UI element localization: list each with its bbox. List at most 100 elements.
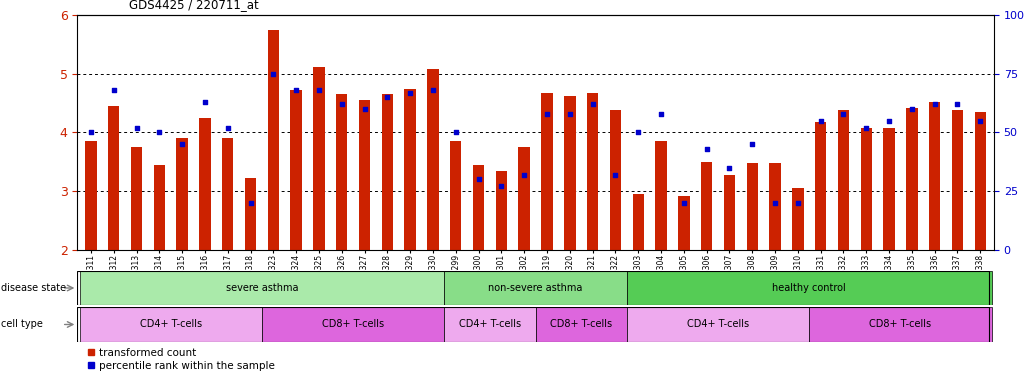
Point bbox=[197, 99, 213, 105]
Point bbox=[766, 200, 783, 206]
Bar bbox=[536, 307, 627, 342]
Point bbox=[288, 87, 305, 93]
Text: CD4+ T-cells: CD4+ T-cells bbox=[687, 319, 749, 329]
Bar bbox=[792, 188, 803, 250]
Text: severe asthma: severe asthma bbox=[226, 283, 299, 293]
Point bbox=[379, 94, 396, 101]
Legend: transformed count, percentile rank within the sample: transformed count, percentile rank withi… bbox=[82, 344, 279, 375]
Point bbox=[82, 129, 99, 136]
Bar bbox=[952, 110, 963, 250]
Bar bbox=[176, 138, 187, 250]
Point bbox=[219, 125, 236, 131]
Bar bbox=[627, 271, 992, 305]
Bar bbox=[382, 94, 393, 250]
Point bbox=[334, 101, 350, 108]
Point bbox=[790, 200, 806, 206]
Text: disease state: disease state bbox=[1, 283, 66, 293]
Point bbox=[311, 87, 328, 93]
Bar bbox=[495, 170, 507, 250]
Bar bbox=[632, 194, 644, 250]
Bar bbox=[262, 307, 444, 342]
Bar bbox=[450, 141, 461, 250]
Text: cell type: cell type bbox=[1, 319, 43, 329]
Bar bbox=[444, 307, 536, 342]
Bar bbox=[79, 307, 262, 342]
Bar bbox=[358, 100, 370, 250]
Bar bbox=[79, 271, 444, 305]
Point bbox=[744, 141, 760, 147]
Point bbox=[721, 165, 737, 171]
Point bbox=[653, 111, 670, 117]
Bar bbox=[542, 93, 553, 250]
Bar bbox=[518, 147, 529, 250]
Point bbox=[448, 129, 465, 136]
Bar bbox=[974, 112, 986, 250]
Bar bbox=[444, 271, 627, 305]
Bar bbox=[199, 118, 211, 250]
Bar bbox=[929, 102, 940, 250]
Text: CD8+ T-cells: CD8+ T-cells bbox=[550, 319, 612, 329]
Point bbox=[698, 146, 715, 152]
Bar bbox=[627, 307, 810, 342]
Point bbox=[471, 176, 487, 182]
Text: CD4+ T-cells: CD4+ T-cells bbox=[459, 319, 521, 329]
Bar bbox=[405, 89, 416, 250]
Bar bbox=[769, 163, 781, 250]
Point bbox=[835, 111, 852, 117]
Bar bbox=[313, 67, 324, 250]
Bar bbox=[131, 147, 142, 250]
Point bbox=[630, 129, 647, 136]
Point bbox=[561, 111, 578, 117]
Bar bbox=[245, 178, 256, 250]
Bar bbox=[336, 94, 347, 250]
Bar bbox=[153, 165, 165, 250]
Point bbox=[493, 183, 510, 189]
Point bbox=[516, 172, 533, 178]
Bar bbox=[427, 69, 439, 250]
Bar bbox=[85, 141, 97, 250]
Point bbox=[972, 118, 989, 124]
Text: CD4+ T-cells: CD4+ T-cells bbox=[140, 319, 202, 329]
Bar bbox=[655, 141, 666, 250]
Bar bbox=[815, 122, 826, 250]
Bar bbox=[860, 128, 872, 250]
Point bbox=[356, 106, 373, 112]
Bar bbox=[810, 307, 992, 342]
Bar bbox=[906, 108, 918, 250]
Text: non-severe asthma: non-severe asthma bbox=[488, 283, 583, 293]
Point bbox=[265, 71, 281, 77]
Point bbox=[676, 200, 692, 206]
Bar bbox=[473, 165, 484, 250]
Bar bbox=[222, 138, 234, 250]
Text: CD8+ T-cells: CD8+ T-cells bbox=[322, 319, 384, 329]
Point bbox=[813, 118, 829, 124]
Text: healthy control: healthy control bbox=[772, 283, 846, 293]
Point bbox=[105, 87, 122, 93]
Point bbox=[129, 125, 145, 131]
Bar bbox=[610, 110, 621, 250]
Point bbox=[903, 106, 920, 112]
Bar bbox=[837, 110, 849, 250]
Bar bbox=[268, 30, 279, 250]
Bar bbox=[747, 163, 758, 250]
Bar bbox=[290, 90, 302, 250]
Bar bbox=[587, 93, 598, 250]
Bar bbox=[884, 128, 895, 250]
Bar bbox=[564, 96, 576, 250]
Bar bbox=[108, 106, 119, 250]
Point bbox=[607, 172, 623, 178]
Point bbox=[539, 111, 555, 117]
Bar bbox=[678, 196, 689, 250]
Bar bbox=[724, 175, 735, 250]
Bar bbox=[701, 162, 713, 250]
Point bbox=[858, 125, 874, 131]
Point bbox=[950, 101, 966, 108]
Point bbox=[174, 141, 191, 147]
Point bbox=[402, 89, 418, 96]
Text: CD8+ T-cells: CD8+ T-cells bbox=[869, 319, 931, 329]
Text: GDS4425 / 220711_at: GDS4425 / 220711_at bbox=[129, 0, 259, 12]
Point bbox=[926, 101, 942, 108]
Point bbox=[151, 129, 168, 136]
Point bbox=[584, 101, 600, 108]
Point bbox=[242, 200, 259, 206]
